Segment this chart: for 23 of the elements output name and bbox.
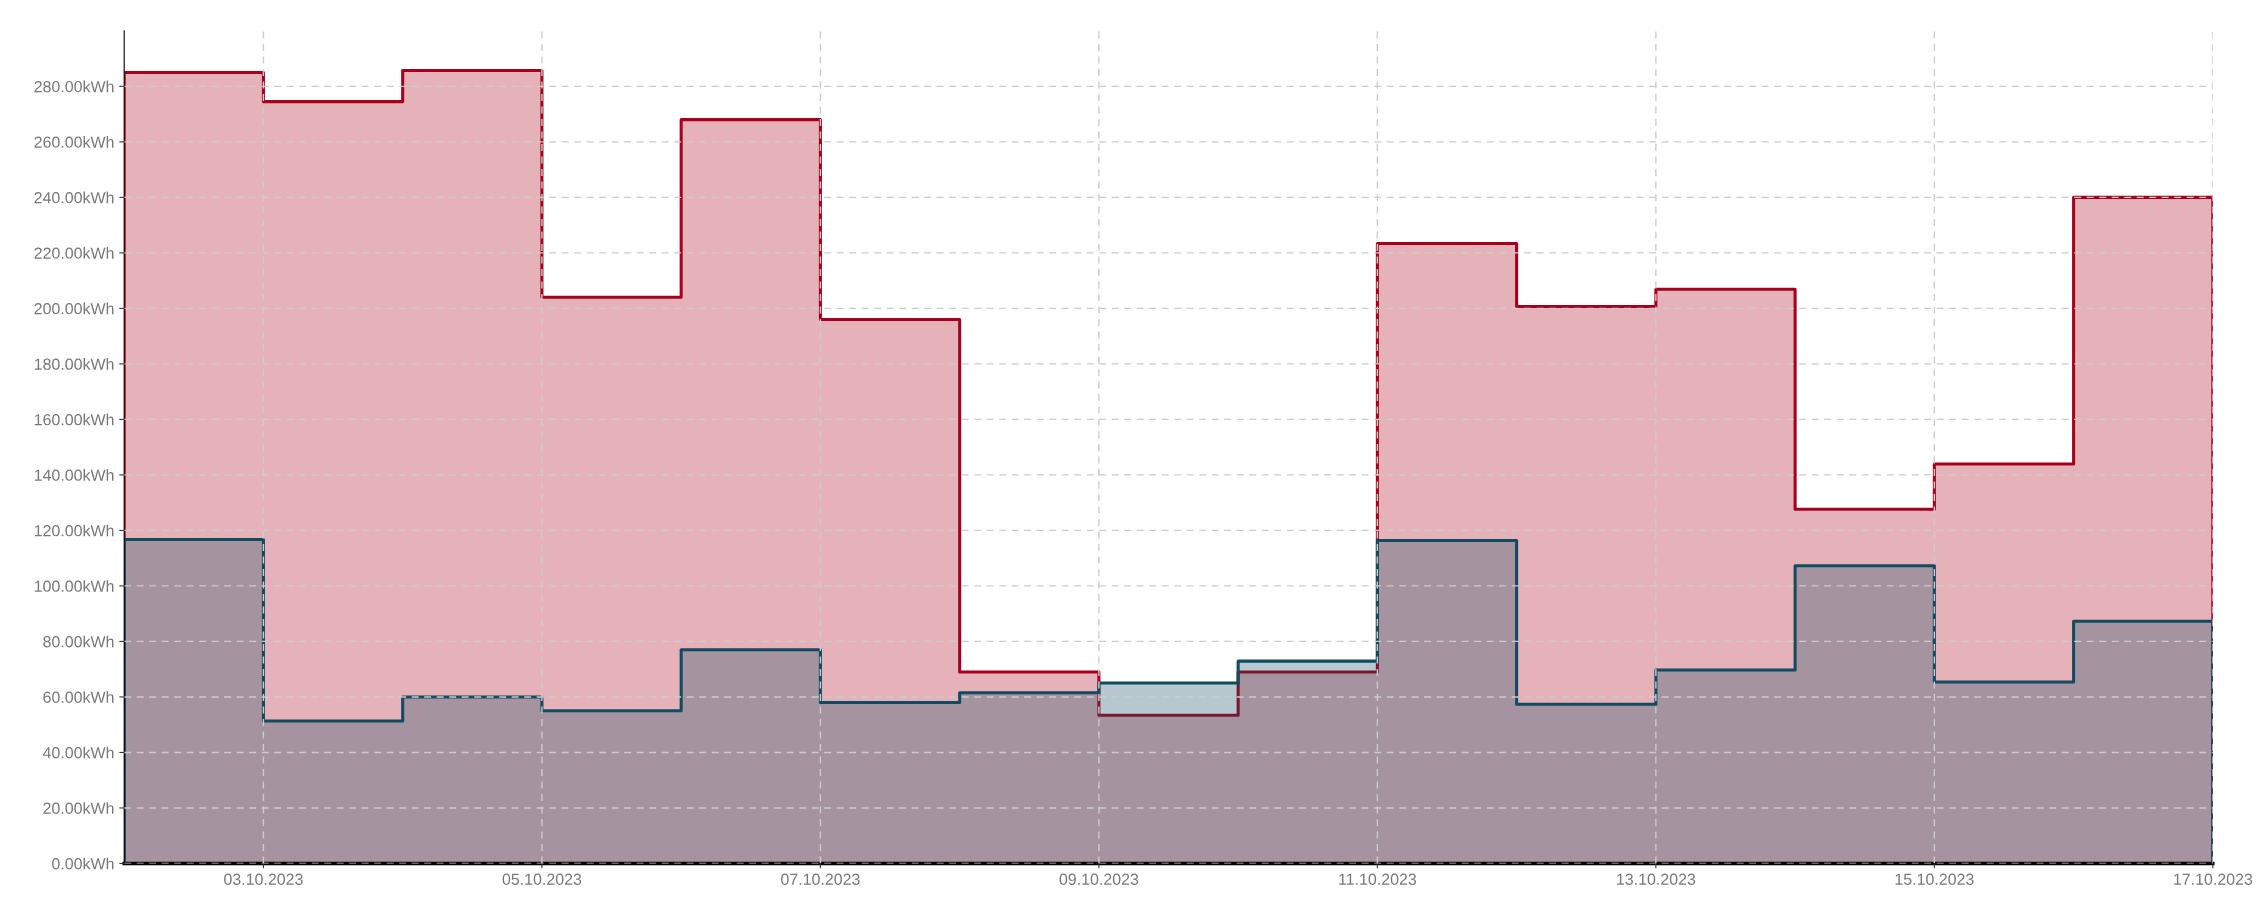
y-tick-label: 140.00kWh bbox=[34, 469, 114, 481]
y-tick-label: 60.00kWh bbox=[43, 691, 114, 703]
x-tick-label: 05.10.2023 bbox=[502, 873, 582, 885]
y-tick-label: 220.00kWh bbox=[34, 247, 114, 259]
x-tick-label: 03.10.2023 bbox=[224, 873, 303, 885]
x-tick-label: 07.10.2023 bbox=[781, 873, 860, 885]
y-tick-label: 0.00kWh bbox=[52, 857, 114, 870]
x-tick-label: 13.10.2023 bbox=[1617, 873, 1696, 885]
y-tick-label: 20.00kWh bbox=[43, 802, 114, 814]
y-tick-label: 200.00kWh bbox=[34, 302, 114, 315]
y-tick-label: 160.00kWh bbox=[34, 413, 114, 426]
y-tick-label: 240.00kWh bbox=[34, 191, 114, 204]
y-tick-label: 80.00kWh bbox=[43, 635, 114, 648]
y-tick-label: 40.00kWh bbox=[42, 746, 114, 759]
y-tick-label: 180.00kWh bbox=[34, 358, 114, 370]
x-tick-label: 11.10.2023 bbox=[1339, 873, 1417, 885]
x-tick-label: 17.10.2023 bbox=[2174, 873, 2253, 885]
x-tick-label: 15.10.2023 bbox=[1895, 873, 1974, 885]
y-tick-label: 280.00kWh bbox=[34, 80, 114, 93]
y-tick-label: 260.00kWh bbox=[34, 136, 114, 148]
y-tick-label: 100.00kWh bbox=[34, 580, 114, 592]
y-tick-label: 120.00kWh bbox=[34, 524, 114, 537]
x-tick-label: 09.10.2023 bbox=[1059, 873, 1139, 885]
